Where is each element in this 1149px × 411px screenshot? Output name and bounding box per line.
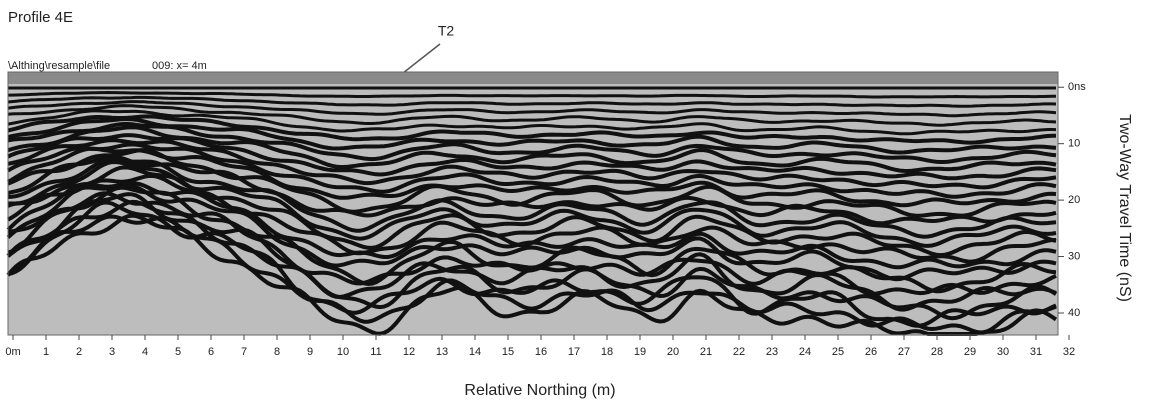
x-tick-label: 13 xyxy=(436,346,448,358)
reflection-band xyxy=(6,183,1057,282)
x-tick-label: 2 xyxy=(76,346,82,358)
x-tick-label: 28 xyxy=(931,346,943,358)
x-tick-label: 32 xyxy=(1063,346,1075,358)
x-tick-label: 19 xyxy=(634,346,646,358)
reflection-band xyxy=(7,157,1057,239)
x-tick-label: 14 xyxy=(469,346,481,358)
reflection-band xyxy=(7,122,1057,164)
x-tick-label: 11 xyxy=(370,346,381,358)
reflection-band xyxy=(7,142,1057,199)
x-tick-label: 6 xyxy=(208,346,214,358)
x-tick-label: 25 xyxy=(832,346,844,358)
reflection-band xyxy=(7,200,1057,328)
annotation: T2 xyxy=(438,23,455,39)
x-tick-label: 18 xyxy=(601,346,613,358)
reflection-band xyxy=(7,138,1057,190)
chart-title: Profile 4E xyxy=(8,9,73,26)
y-tick-label: 20 xyxy=(1068,194,1080,206)
radargram-frame xyxy=(7,71,1059,336)
x-tick-label: 5 xyxy=(175,346,181,358)
x-tick-label: 23 xyxy=(766,346,778,358)
x-tick-label: 29 xyxy=(964,346,976,358)
x-tick-label: 9 xyxy=(307,346,313,358)
x-tick-label: 3 xyxy=(109,346,115,358)
trace-label: 009: x= 4m xyxy=(152,60,207,72)
reflection-band xyxy=(7,165,1057,258)
reflection-band xyxy=(7,117,1057,155)
reflection-band xyxy=(6,192,1057,312)
reflection-band xyxy=(7,114,1056,145)
radargram-image xyxy=(6,72,1058,336)
y-tick-label: 10 xyxy=(1068,138,1080,150)
x-tick-label: 0m xyxy=(5,346,20,358)
x-tick-label: 15 xyxy=(502,346,514,358)
file-label: \Althing\resample\file xyxy=(8,60,110,72)
reflection-band xyxy=(7,95,1057,108)
x-tick-label: 7 xyxy=(241,346,247,358)
reflection-band xyxy=(6,180,1057,270)
x-tick-label: 27 xyxy=(898,346,910,358)
y-tick-label: 30 xyxy=(1068,250,1080,262)
x-tick-label: 21 xyxy=(700,346,712,358)
x-tick-label: 12 xyxy=(403,346,415,358)
y-tick-label: 0ns xyxy=(1068,81,1086,93)
x-tick-label: 1 xyxy=(43,346,49,358)
x-tick-label: 22 xyxy=(733,346,745,358)
x-tick-label: 31 xyxy=(1030,346,1042,358)
reflection-band xyxy=(7,154,1057,226)
y-tick-label: 40 xyxy=(1068,307,1080,319)
x-tick-label: 17 xyxy=(568,346,580,358)
radargram-header xyxy=(8,72,1058,84)
x-axis-label: Relative Northing (m) xyxy=(464,382,615,399)
x-tick-label: 24 xyxy=(799,346,811,358)
reflection-band xyxy=(6,213,1058,336)
x-tick-label: 4 xyxy=(142,346,148,358)
reflection-band xyxy=(7,146,1057,208)
reflection-band xyxy=(6,199,1058,321)
reflection-band xyxy=(7,147,1057,218)
x-tick-label: 26 xyxy=(865,346,877,358)
reflection-band xyxy=(7,133,1057,181)
x-tick-label: 16 xyxy=(535,346,547,358)
reflection-band xyxy=(7,109,1057,136)
x-tick-label: 8 xyxy=(274,346,280,358)
x-tick-label: 20 xyxy=(667,346,679,358)
x-tick-label: 30 xyxy=(997,346,1009,358)
reflection-band xyxy=(8,90,1056,99)
y-axis-label: Two-Way Travel Time (nS) xyxy=(1116,114,1133,302)
reflection-band xyxy=(7,104,1057,127)
reflection-band xyxy=(7,100,1057,118)
x-tick-label: 10 xyxy=(337,346,349,358)
